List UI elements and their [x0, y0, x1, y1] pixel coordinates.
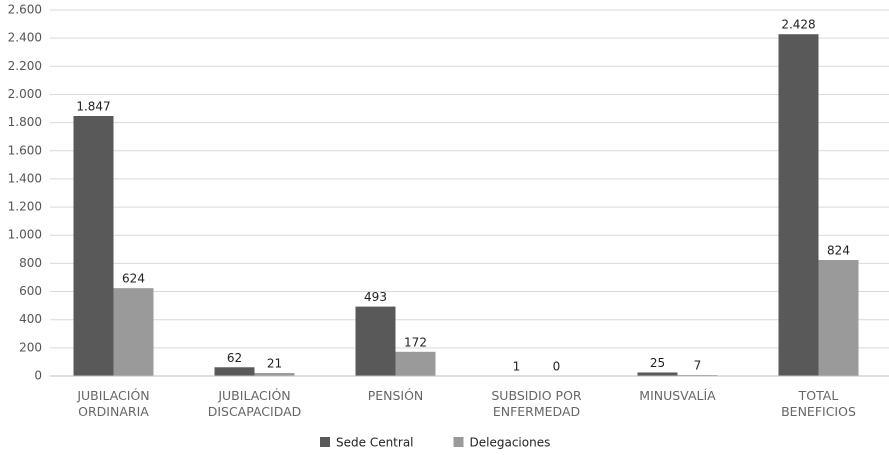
x-tick-label: PENSIÓN [367, 388, 424, 403]
x-tick-label: MINUSVALÍA [639, 388, 716, 403]
y-tick-label: 1.600 [8, 143, 42, 157]
legend-swatch [453, 437, 464, 447]
bar [818, 260, 859, 376]
y-tick-label: 800 [19, 256, 42, 270]
y-tick-label: 1.000 [8, 228, 42, 242]
data-label: 62 [227, 351, 242, 365]
y-tick-label: 1.400 [8, 171, 42, 185]
y-tick-label: 600 [19, 284, 42, 298]
y-tick-label: 1.200 [8, 200, 42, 214]
data-label: 624 [122, 272, 145, 286]
bar [355, 306, 396, 376]
bar [214, 367, 255, 376]
data-label: 493 [364, 290, 387, 304]
data-label: 7 [694, 359, 702, 373]
x-tick-label: JUBILACIÓN DISCAPACIDAD [207, 388, 302, 419]
bar [395, 351, 436, 376]
data-label: 21 [267, 357, 282, 371]
y-tick-label: 2.400 [8, 31, 42, 45]
x-tick-label: SUBSIDIO POR ENFERMEDAD [491, 388, 582, 419]
data-label: 1.847 [76, 99, 110, 113]
y-tick-label: 200 [19, 340, 42, 354]
y-tick-label: 2.600 [8, 3, 42, 17]
legend-label: Sede Central [336, 436, 414, 450]
legend-label: Delegaciones [470, 436, 551, 450]
y-tick-label: 2.000 [8, 87, 42, 101]
data-label: 25 [650, 356, 665, 370]
x-tick-label: JUBILACIÓN ORDINARIA [77, 388, 150, 419]
bar [254, 373, 295, 376]
x-tick-label: TOTAL BENEFICIOS [781, 388, 856, 419]
bar [778, 34, 819, 376]
data-label: 824 [827, 244, 850, 258]
data-label: 2.428 [781, 18, 815, 32]
bar [637, 372, 678, 376]
data-label: 0 [553, 360, 561, 374]
y-tick-label: 2.200 [8, 59, 42, 73]
data-label: 172 [404, 335, 427, 349]
y-tick-label: 400 [19, 312, 42, 326]
y-tick-label: 0 [34, 369, 42, 383]
bar [73, 115, 114, 376]
bar [113, 288, 154, 376]
legend-swatch [320, 437, 330, 447]
y-tick-label: 1.800 [8, 115, 42, 129]
data-label: 1 [513, 359, 521, 373]
